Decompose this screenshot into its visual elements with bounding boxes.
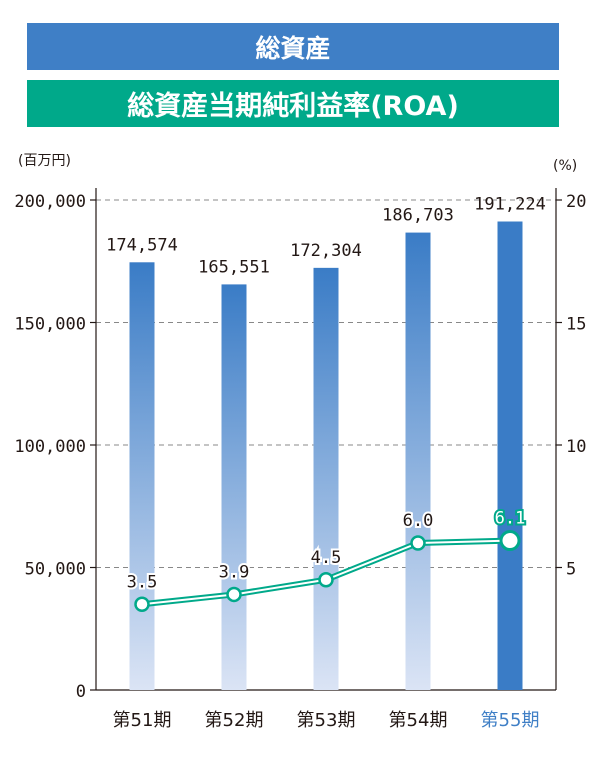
left-axis-tick-label: 50,000 [25, 560, 86, 580]
left-axis-tick-label: 0 [76, 682, 86, 702]
roa-value-label: 3.5 [127, 572, 158, 592]
roa-point-4 [410, 535, 426, 551]
right-axis-tick-label: 5 [566, 560, 576, 580]
category-label-4: 第54期 [389, 710, 448, 731]
bar-value-label: 174,574 [106, 235, 178, 255]
bar-value-label: 165,551 [198, 257, 270, 277]
bar-total-assets-3 [313, 267, 339, 690]
roa-point-3 [318, 572, 334, 588]
bar-series-title: 総資産 [27, 23, 559, 70]
line-series-title: 総資産当期純利益率(ROA) [27, 80, 559, 127]
right-axis-tick-label: 20 [566, 192, 586, 212]
left-axis-tick-label: 150,000 [14, 315, 86, 335]
category-label-1: 第51期 [113, 710, 172, 731]
roa-point-2 [226, 586, 242, 603]
bar-total-assets-1 [129, 262, 155, 690]
right-axis-tick-label: 10 [566, 437, 586, 457]
roa-point-5 [499, 530, 521, 552]
bar-value-label: 186,703 [382, 206, 454, 226]
left-axis-unit: (百万円) [18, 153, 71, 169]
category-label-2: 第52期 [205, 710, 264, 731]
category-label-5: 第55期 [481, 710, 540, 731]
right-axis-unit: (%) [553, 158, 577, 174]
bar-total-assets-4 [405, 232, 431, 691]
left-axis-tick-label: 100,000 [14, 437, 86, 457]
category-label-3: 第53期 [297, 710, 356, 731]
roa-point-1 [134, 596, 150, 612]
roa-value-label: 4.5 [311, 548, 342, 568]
bar-value-label: 172,304 [290, 241, 362, 261]
left-axis-tick-label: 200,000 [14, 192, 86, 212]
bar-total-assets-2 [221, 284, 247, 690]
bar-total-assets-5 [497, 221, 523, 690]
bar-value-label: 191,224 [474, 195, 546, 215]
roa-value-label: 6.0 [403, 511, 434, 531]
right-axis-tick-label: 15 [566, 315, 586, 335]
roa-value-label: 3.9 [219, 562, 250, 582]
roa-value-label: 6.1 [495, 509, 526, 529]
